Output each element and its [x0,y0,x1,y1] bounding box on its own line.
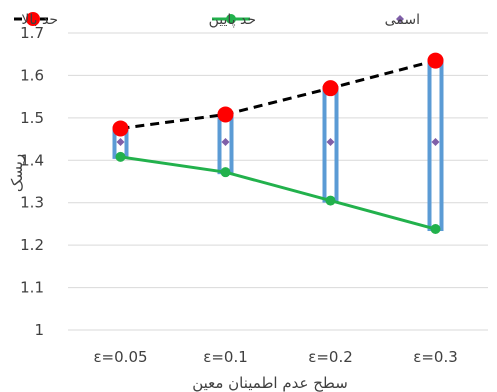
x-tick-label: ε=0.2 [308,348,353,366]
x-tick-labels: ε=0.05 ε=0.1 ε=0.2 ε=0.3 [93,348,457,366]
x-tick-label: ε=0.1 [203,348,248,366]
legend-label-nominal: اسمی [385,12,420,28]
y-tick-label: 1.6 [20,66,44,84]
series-lines [120,59,436,231]
nominal-point [326,138,335,147]
nominal-point [221,138,230,147]
x-tick-label: ε=0.05 [93,348,147,366]
lower-bound-point [325,195,336,206]
x-axis-label: سطح عدم اطمینان معین [192,374,348,392]
y-tick-labels: 1 1.1 1.2 1.3 1.4 1.5 1.6 1.7 [20,24,44,339]
lower-bound-point [220,167,231,178]
legend-label-lower: حد پایین [209,12,256,28]
legend-marker-nominal [396,15,404,23]
y-tick-label: 1.1 [20,279,44,297]
y-tick-label: 1.7 [20,24,44,42]
series-markers [112,52,444,235]
lower-bound-point [430,224,441,235]
legend-marker-lower [226,14,236,24]
y-tick-label: 1.4 [20,151,44,169]
gridlines [68,32,488,331]
x-tick-label: ε=0.3 [413,348,458,366]
y-tick-label: 1.5 [20,109,44,127]
y-tick-label: 1 [34,321,44,339]
upper-bound-line [120,59,436,130]
lower-bound-point [115,151,126,162]
nominal-point [431,138,440,147]
y-tick-label: 1.2 [20,236,44,254]
upper-bound-point [112,120,129,137]
y-axis-label: ریسک [8,154,26,192]
nominal-point [116,138,125,147]
legend-marker-upper [26,12,40,26]
upper-bound-point [427,52,444,69]
legend-label-upper: حد بالا [21,12,58,28]
upper-bound-point [322,80,339,97]
range-bars [112,58,444,232]
lower-bound-line [120,155,436,231]
y-tick-label: 1.3 [20,194,44,212]
upper-bound-point [217,106,234,123]
legend: حد بالا حد پایین اسمی [14,12,420,28]
